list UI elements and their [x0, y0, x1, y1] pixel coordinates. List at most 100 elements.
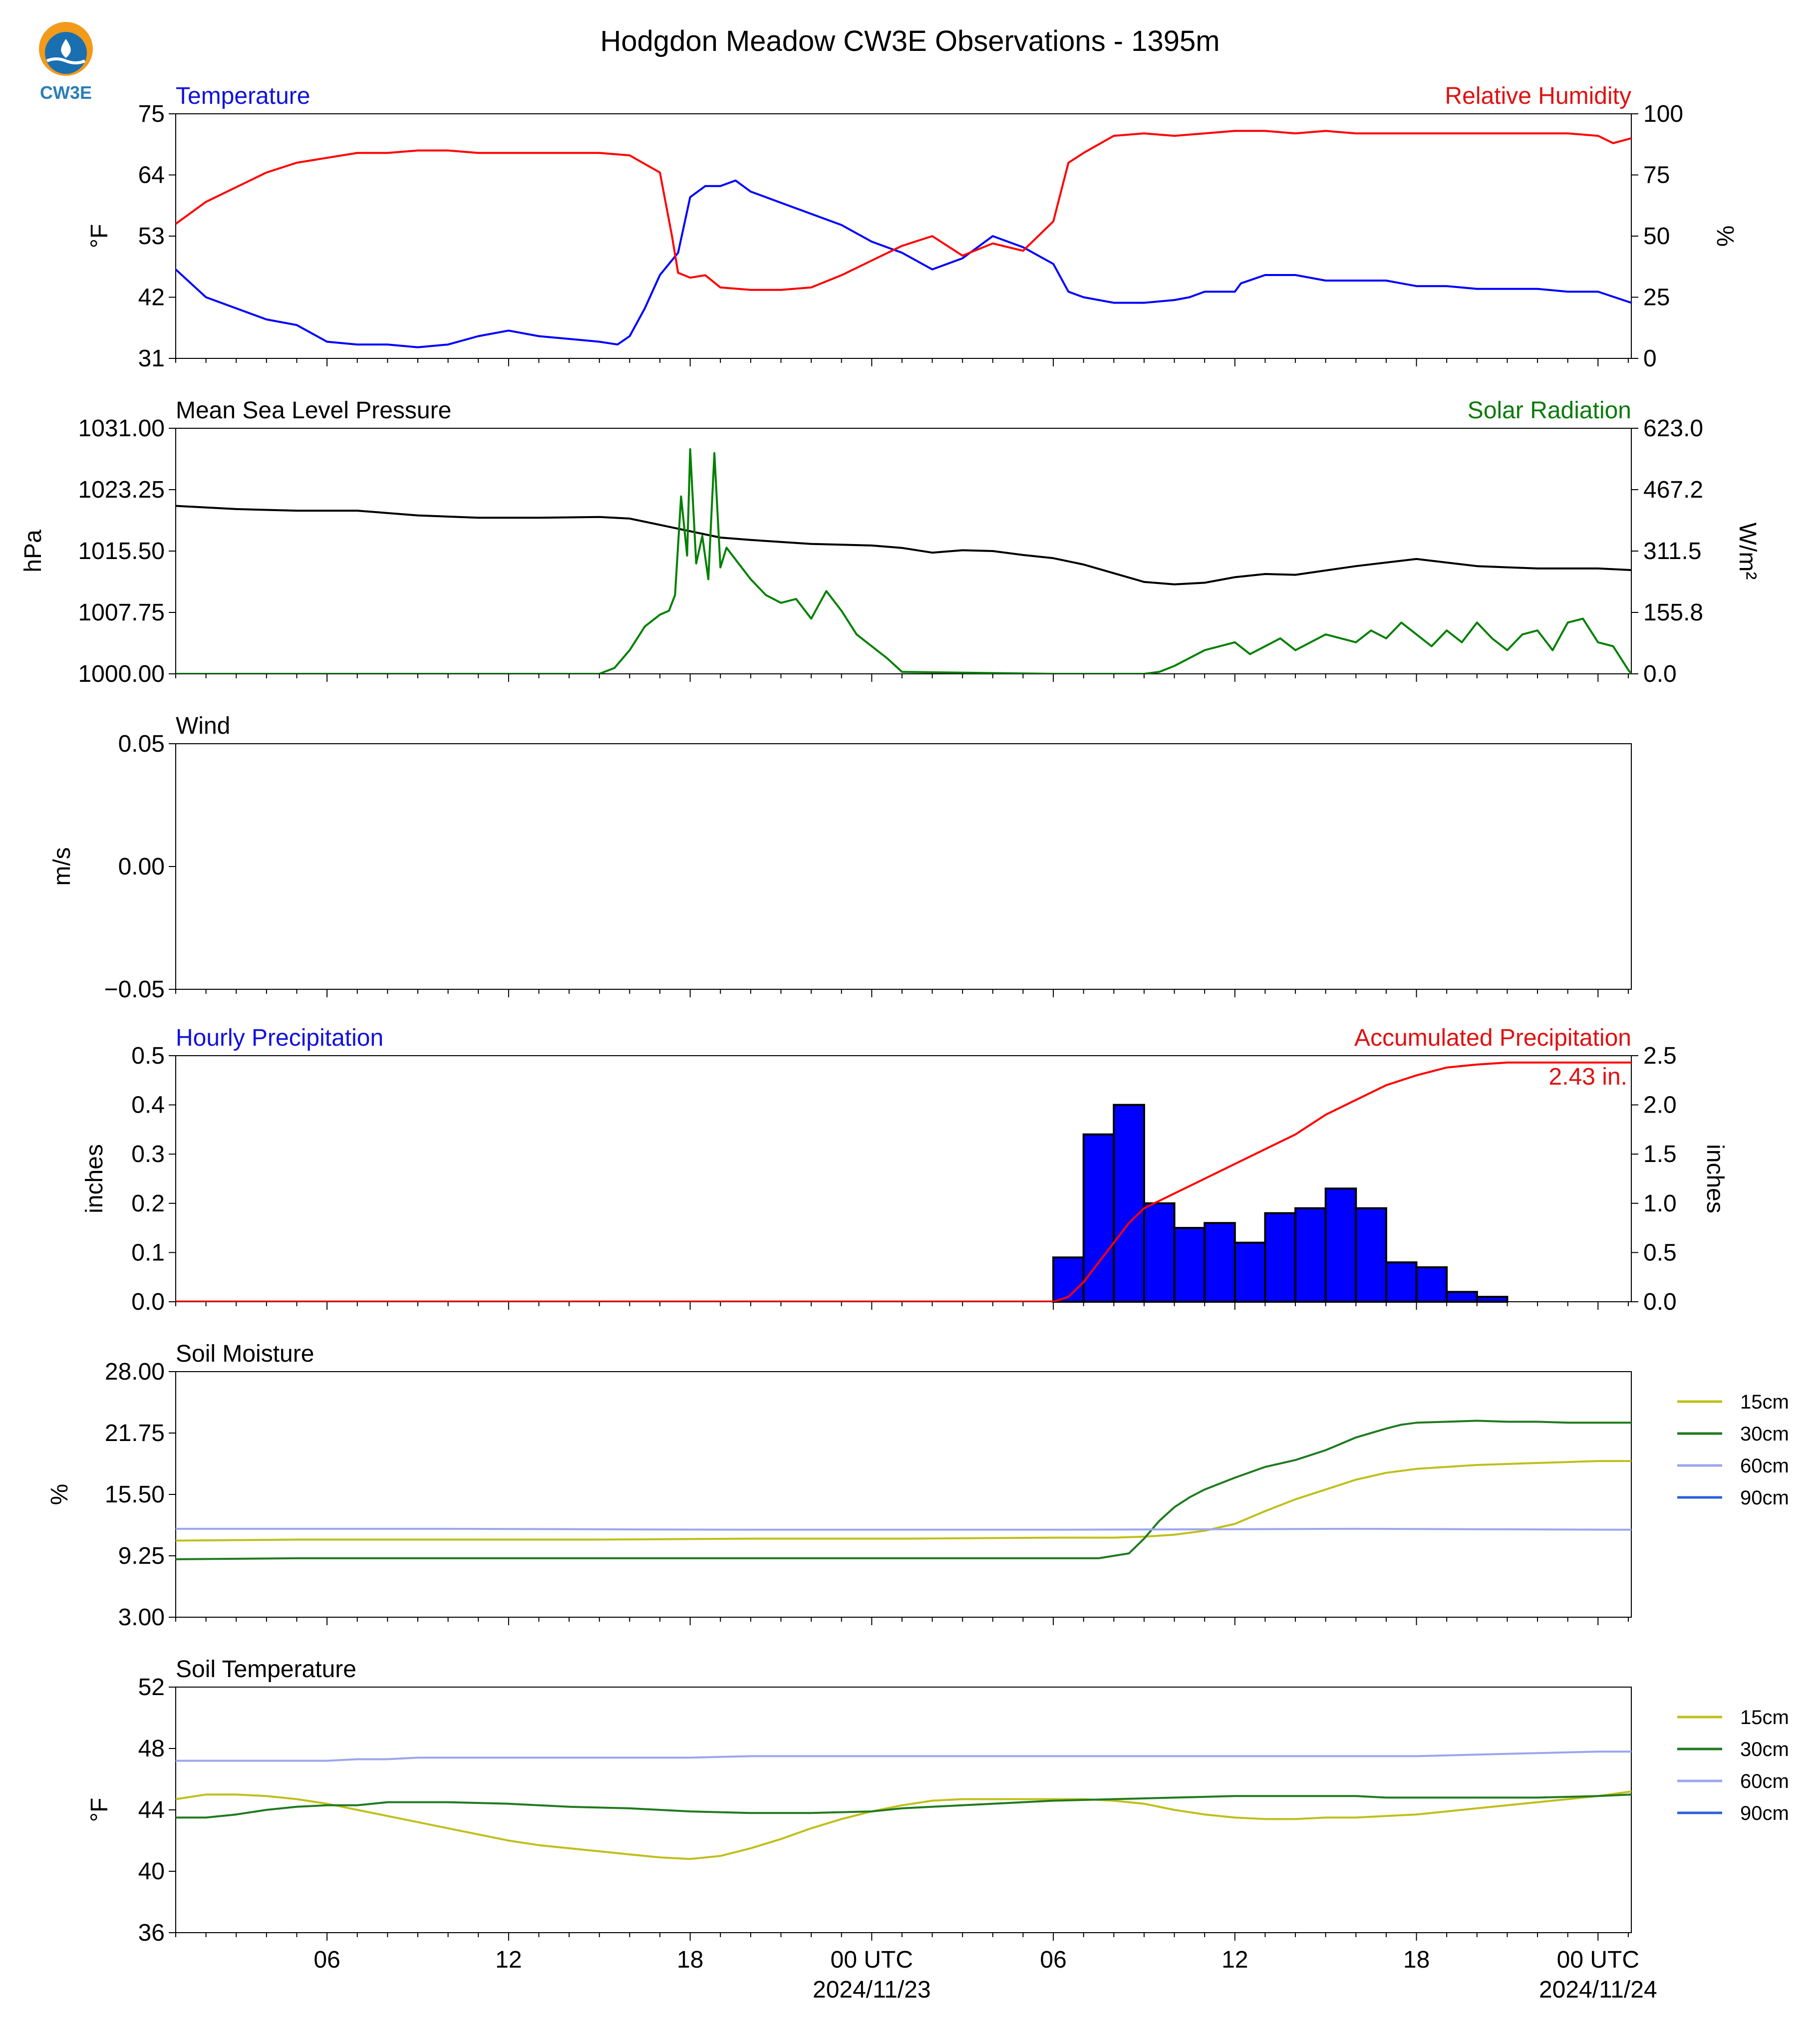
- x-date-label: 2024/11/24: [1539, 1977, 1657, 2003]
- y-tick-label: 0.05: [118, 731, 165, 757]
- y-axis-label: hPa: [20, 530, 46, 573]
- y-tick-label: 28.00: [105, 1359, 165, 1385]
- panel-temp_rh: 31 42 53 64 75 °F 0 25 50 75 100% Temperature Relati…: [86, 83, 1738, 372]
- y-axis-label: °F: [86, 1798, 113, 1822]
- accumulated-precip-line: [176, 1061, 1631, 1302]
- y-right-tick-label: 75: [1643, 162, 1670, 189]
- series-line-0: [176, 179, 1631, 348]
- panel-title-left: Wind: [176, 713, 230, 739]
- series-line-1: [176, 1420, 1631, 1560]
- x-tick-label: 06: [1040, 1947, 1066, 1973]
- series-line-1: [176, 448, 1631, 674]
- cw3e-logo: CW3E: [39, 22, 93, 103]
- y-tick-label: 0.00: [118, 854, 165, 880]
- precip-bar: [1204, 1222, 1236, 1303]
- panel-title-left: Hourly Precipitation: [176, 1025, 383, 1051]
- panel-precip: 0.0 0.1 0.2 0.3 0.4 0.5 inches 0.0 0.5 1.0 1.5 2.0 2…: [81, 1025, 1728, 1315]
- precip-bar: [1264, 1212, 1297, 1303]
- y-right-axis-label: W/m²: [1734, 523, 1761, 580]
- series-line-0: [176, 1790, 1631, 1860]
- y-tick-label: 40: [138, 1858, 165, 1885]
- legend-label: 90cm: [1740, 1487, 1789, 1509]
- series-line-0: [176, 1460, 1631, 1542]
- y-tick-label: 64: [138, 162, 165, 189]
- y-tick-label: 0.3: [131, 1141, 165, 1167]
- x-tick-label: 18: [1403, 1947, 1430, 1973]
- panel-title-left: Soil Moisture: [176, 1341, 314, 1367]
- precip-bar: [1385, 1261, 1418, 1303]
- y-right-tick-label: 0: [1643, 345, 1657, 372]
- x-tick-label: 00 UTC: [831, 1947, 913, 1973]
- y-right-axis-label: inches: [1702, 1144, 1728, 1213]
- y-right-tick-label: 1.5: [1643, 1141, 1677, 1167]
- y-right-axis-label: %: [1712, 226, 1738, 247]
- y-axis-label: inches: [81, 1144, 108, 1213]
- precip-bar: [1415, 1266, 1448, 1303]
- y-tick-label: 1007.75: [78, 599, 165, 626]
- precip-bar: [1113, 1104, 1145, 1303]
- legend-label: 30cm: [1740, 1738, 1789, 1760]
- y-tick-label: 21.75: [105, 1420, 165, 1447]
- precip-bar: [1082, 1133, 1115, 1303]
- y-tick-label: 75: [138, 101, 165, 127]
- y-tick-label: 1015.50: [78, 538, 165, 565]
- y-axis-label: °F: [86, 224, 113, 249]
- y-right-tick-label: 1.0: [1643, 1190, 1677, 1217]
- y-tick-label: 1023.25: [78, 477, 165, 503]
- precip-bar: [1355, 1207, 1387, 1303]
- x-tick-label: 12: [1221, 1947, 1248, 1973]
- x-tick-label: 00 UTC: [1557, 1947, 1639, 1973]
- precip-bar: [1052, 1256, 1085, 1303]
- panel-pressure_solar: 1000.00 1007.75 1015.50 1023.25 1031.00 hPa 0.…: [20, 397, 1761, 687]
- y-tick-label: 0.1: [131, 1239, 165, 1266]
- y-right-tick-label: 2.5: [1643, 1043, 1677, 1069]
- y-tick-label: 1000.00: [78, 661, 165, 687]
- logo-text: CW3E: [40, 82, 92, 103]
- y-tick-label: 0.0: [131, 1289, 165, 1315]
- y-axis-label: m/s: [49, 847, 75, 885]
- y-axis-label: %: [46, 1484, 73, 1505]
- y-tick-label: 0.4: [131, 1092, 165, 1119]
- y-tick-label: 15.50: [105, 1481, 165, 1508]
- y-tick-label: 42: [138, 285, 165, 311]
- series-line-1: [176, 1793, 1631, 1819]
- series-line-2: [176, 1527, 1631, 1531]
- panel-soil_temperature: 36 40 44 48 52 °F Soil Temperature 15cm 30cm 60cm…: [86, 1656, 1789, 2003]
- precip-bar: [1446, 1291, 1478, 1303]
- panel-wind: −0.05 0.00 0.05 m/s Wind: [49, 713, 1632, 1003]
- plot-frame: [175, 428, 1632, 674]
- y-tick-label: 44: [138, 1797, 165, 1823]
- logo-drop-icon: [61, 39, 71, 58]
- legend-label: 30cm: [1740, 1423, 1789, 1445]
- y-right-tick-label: 0.0: [1643, 661, 1677, 687]
- legend-label: 15cm: [1740, 1707, 1789, 1729]
- y-right-tick-label: 467.2: [1643, 477, 1703, 503]
- y-right-tick-label: 0.0: [1643, 1289, 1677, 1315]
- y-right-tick-label: 2.0: [1643, 1092, 1677, 1119]
- x-tick-label: 12: [495, 1947, 522, 1973]
- logo-wave-icon: [46, 57, 86, 64]
- y-tick-label: 9.25: [118, 1543, 165, 1569]
- legend-label: 15cm: [1740, 1391, 1789, 1413]
- panels: 31 42 53 64 75 °F 0 25 50 75 100% Temperature Relati…: [20, 83, 1789, 2003]
- precip-bar: [1143, 1202, 1176, 1303]
- panel-title-right: Accumulated Precipitation: [1354, 1025, 1631, 1051]
- y-right-tick-label: 155.8: [1643, 599, 1703, 626]
- precip-bar: [1173, 1227, 1206, 1303]
- panel-title-left: Soil Temperature: [176, 1656, 356, 1683]
- x-tick-label: 18: [677, 1947, 703, 1973]
- accumulated-total-label: 2.43 in.: [1549, 1064, 1627, 1090]
- plot-frame: [175, 743, 1632, 990]
- legend-label: 90cm: [1740, 1802, 1789, 1824]
- y-tick-label: 1031.00: [78, 415, 165, 442]
- panel-title-left: Temperature: [176, 83, 310, 109]
- legend-label: 60cm: [1740, 1455, 1789, 1477]
- precip-bar: [1294, 1207, 1327, 1303]
- series-line-0: [176, 505, 1631, 585]
- y-tick-label: 52: [138, 1674, 165, 1701]
- legend-label: 60cm: [1740, 1770, 1789, 1792]
- plot-frame: [175, 1371, 1632, 1618]
- y-tick-label: 48: [138, 1736, 165, 1762]
- y-right-tick-label: 0.5: [1643, 1239, 1677, 1266]
